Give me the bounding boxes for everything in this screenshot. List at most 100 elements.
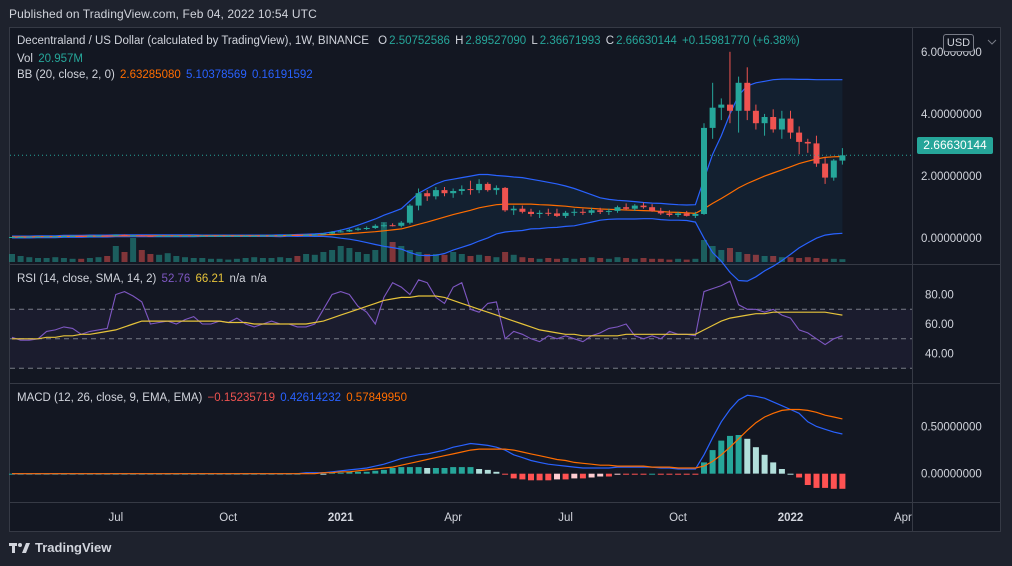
macd-histogram-bar: [484, 469, 491, 474]
symbol-title[interactable]: Decentraland / US Dollar (calculated by …: [17, 35, 369, 47]
high-value: 2.89527090: [465, 35, 527, 47]
candle-body: [735, 82, 742, 111]
rsi-legend[interactable]: RSI (14, close, SMA, 14, 2) 52.76 66.21 …: [17, 273, 269, 285]
candle-body: [450, 191, 457, 194]
candle-body: [199, 235, 206, 237]
volume-bar: [182, 257, 188, 262]
macd-histogram-bar: [804, 473, 811, 485]
volume-bar: [830, 258, 837, 262]
macd-histogram-bar: [467, 467, 474, 474]
volume-bar: [545, 258, 552, 262]
volume-bar: [631, 258, 638, 262]
macd-histogram-bar: [683, 473, 690, 475]
volume-bar: [718, 250, 725, 262]
macd-histogram-bar: [605, 473, 612, 477]
candle-body: [9, 237, 15, 238]
rsi-tick-label: 40.00: [925, 349, 954, 361]
macd-histogram-bar: [406, 467, 413, 474]
macd-histogram-bar: [675, 473, 682, 475]
macd-histogram-bar: [796, 473, 803, 478]
candle-body: [259, 235, 266, 237]
volume-bar: [804, 257, 811, 262]
macd-histogram-bar: [398, 467, 405, 474]
tradingview-brand[interactable]: TradingView: [9, 540, 111, 555]
volume-bar: [233, 258, 240, 262]
bb-label: BB (20, close, 2, 0): [17, 69, 115, 81]
volume-bar: [675, 258, 682, 262]
candle-body: [208, 235, 214, 237]
chart-frame[interactable]: [9, 27, 1001, 532]
macd-legend[interactable]: MACD (12, 26, close, 9, EMA, EMA) −0.152…: [17, 392, 409, 404]
candle-body: [355, 228, 361, 230]
volume-bar: [199, 258, 206, 262]
volume-bar: [35, 258, 41, 262]
bb-legend[interactable]: BB (20, close, 2, 0) 2.63285080 5.103785…: [17, 69, 315, 81]
macd-histogram-bar: [320, 473, 327, 475]
volume-legend[interactable]: Vol 20.957M: [17, 53, 85, 65]
candle-body: [536, 212, 543, 214]
macd-histogram-bar: [545, 473, 552, 481]
macd-histogram-bar: [640, 473, 647, 475]
volume-bar: [701, 240, 707, 262]
volume-bar: [86, 258, 93, 262]
volume-bar: [752, 254, 759, 262]
volume-bar: [657, 258, 664, 262]
macd-histogram-bar: [770, 462, 777, 474]
volume-bar: [225, 259, 232, 262]
candle-body: [17, 237, 24, 238]
volume-bar: [164, 253, 171, 262]
open-value: 2.50752586: [389, 35, 450, 47]
candle-body: [458, 189, 465, 191]
candle-body: [173, 235, 180, 237]
macd-histogram-bar: [432, 468, 439, 474]
rsi-value: 52.76: [161, 273, 191, 285]
volume-bar: [796, 258, 803, 262]
volume-bar: [69, 258, 76, 262]
volume-bar: [605, 258, 612, 262]
volume-bar: [26, 257, 33, 262]
candle-body: [52, 236, 59, 238]
price-tick-label: 4.00000000: [921, 109, 982, 121]
candle-body: [380, 225, 387, 227]
candle-body: [718, 104, 725, 108]
volume-bar: [355, 252, 361, 262]
candle-body: [372, 225, 379, 228]
macd-histogram-bar: [597, 473, 604, 477]
candle-body: [406, 205, 413, 223]
macd-histogram-bar: [579, 473, 586, 479]
macd-histogram-bar: [571, 473, 578, 479]
currency-button[interactable]: USD: [943, 34, 974, 52]
rsi-tick-label: 60.00: [925, 319, 954, 331]
volume-bar: [519, 257, 526, 262]
volume-bar: [43, 258, 50, 262]
macd-value: 0.42614232: [280, 392, 341, 404]
candle-body: [415, 193, 422, 206]
candle-body: [631, 205, 638, 209]
candle-body: [701, 127, 707, 214]
candle-body: [770, 117, 777, 130]
candle-body: [182, 235, 188, 237]
volume-bar: [640, 258, 647, 262]
macd-histogram-bar: [787, 473, 794, 475]
candle-body: [130, 235, 137, 237]
macd-histogram-bar: [389, 468, 396, 474]
candle-body: [813, 143, 820, 164]
candle-body: [69, 235, 76, 237]
volume-bar: [467, 256, 474, 262]
candle-body: [121, 234, 128, 236]
volume-bar: [484, 256, 491, 262]
candle-body: [822, 163, 829, 178]
macd-histogram-bar: [744, 438, 751, 474]
volume-bar: [303, 254, 310, 262]
low-label: L: [531, 35, 538, 47]
volume-bar: [406, 250, 413, 262]
candle-body: [337, 231, 344, 233]
volume-label: Vol: [17, 53, 33, 65]
candle-body: [294, 234, 301, 236]
volume-bar: [528, 258, 534, 262]
candle-body: [484, 183, 491, 191]
macd-histogram-bar: [415, 467, 422, 474]
candle-body: [752, 110, 759, 124]
volume-bar: [121, 252, 128, 262]
